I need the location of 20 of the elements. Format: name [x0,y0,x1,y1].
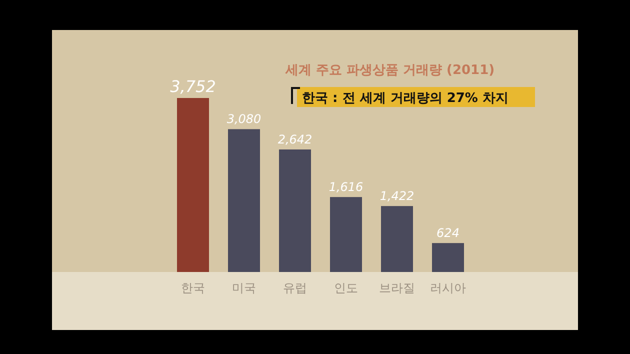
data-label: 2,642 [278,132,312,146]
annotation: 한국 : 전 세계 거래량의 27% 차지 [302,91,508,106]
x-tick-label: 한국 [181,281,205,295]
data-label: 3,752 [170,77,216,96]
data-label: 3,080 [226,112,262,126]
x-tick-label: 러시아 [430,281,466,295]
bar [177,98,209,272]
data-label: 1,616 [328,180,364,194]
x-tick-label: 브라질 [379,281,415,295]
chart-title: 세계 주요 파생상품 거래량 (2011) [284,63,495,78]
bar [228,129,260,272]
bar [279,149,311,272]
data-label: 1,422 [380,189,414,204]
bar [432,243,464,272]
data-label: 624 [436,226,460,240]
bar [381,206,413,272]
x-tick-label: 인도 [334,281,358,295]
x-tick-label: 유럽 [283,281,307,295]
bar [330,197,362,272]
x-tick-label: 미국 [232,281,256,295]
